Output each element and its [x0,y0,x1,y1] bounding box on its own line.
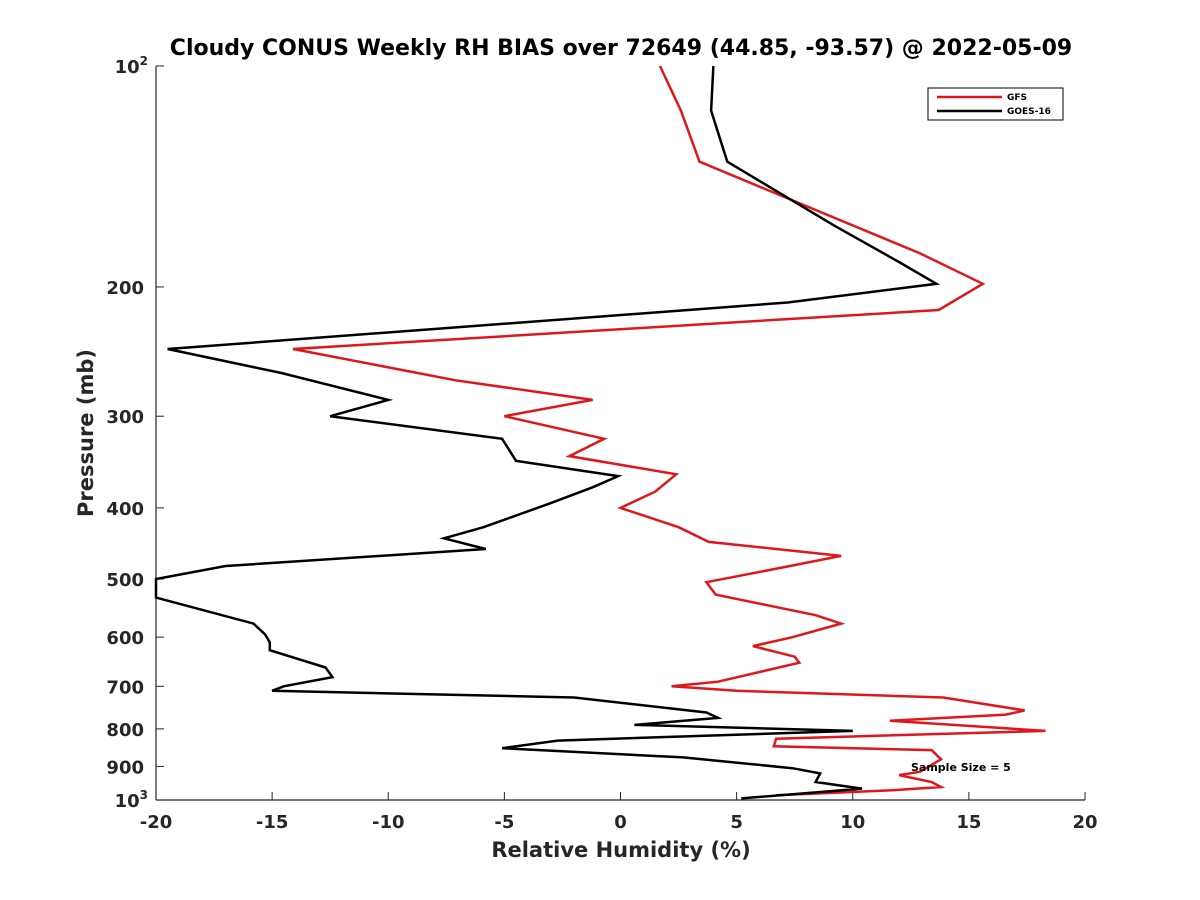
x-tick-label: -20 [140,812,173,833]
y-tick-label: 103 [115,788,148,812]
x-tick-label: 20 [1072,812,1097,833]
plot-area: -20 -15 -10 -5 0 5 10 15 20 102 200 300 400 500 600 700… [106,54,1097,833]
legend-label-goes16: GOES-16 [1007,107,1051,117]
x-axis-label: Relative Humidity (%) [491,838,750,862]
y-tick-label: 700 [106,677,144,698]
x-tick-label: 0 [614,812,627,833]
y-tick-label: 300 [106,407,144,428]
series-line-goes-16 [154,65,941,800]
x-tick-label: -10 [372,812,405,833]
x-tick-label: 10 [840,812,865,833]
legend-label-gfs: GFS [1007,93,1027,103]
legend-box [927,87,1064,121]
series-line-gfs [292,65,1046,797]
x-tick-label: -15 [256,812,289,833]
x-tick-label: -5 [494,812,514,833]
x-tick-label: 5 [730,812,743,833]
y-axis-label: Pressure (mb) [74,349,98,517]
y-tick-label: 600 [106,628,144,649]
y-tick-label: 200 [106,278,144,299]
x-tick-label: 15 [956,812,981,833]
legend: GFS GOES-16 [927,87,1064,121]
y-tick-label: 400 [106,499,144,520]
y-tick-label: 102 [115,54,148,78]
sample-size-annotation: Sample Size = 5 [911,761,1011,774]
chart-title: Cloudy CONUS Weekly RH BIAS over 72649 (… [170,36,1072,61]
y-tick-label: 900 [106,757,144,778]
y-tick-label: 800 [106,720,144,741]
y-tick-label: 500 [106,570,144,591]
